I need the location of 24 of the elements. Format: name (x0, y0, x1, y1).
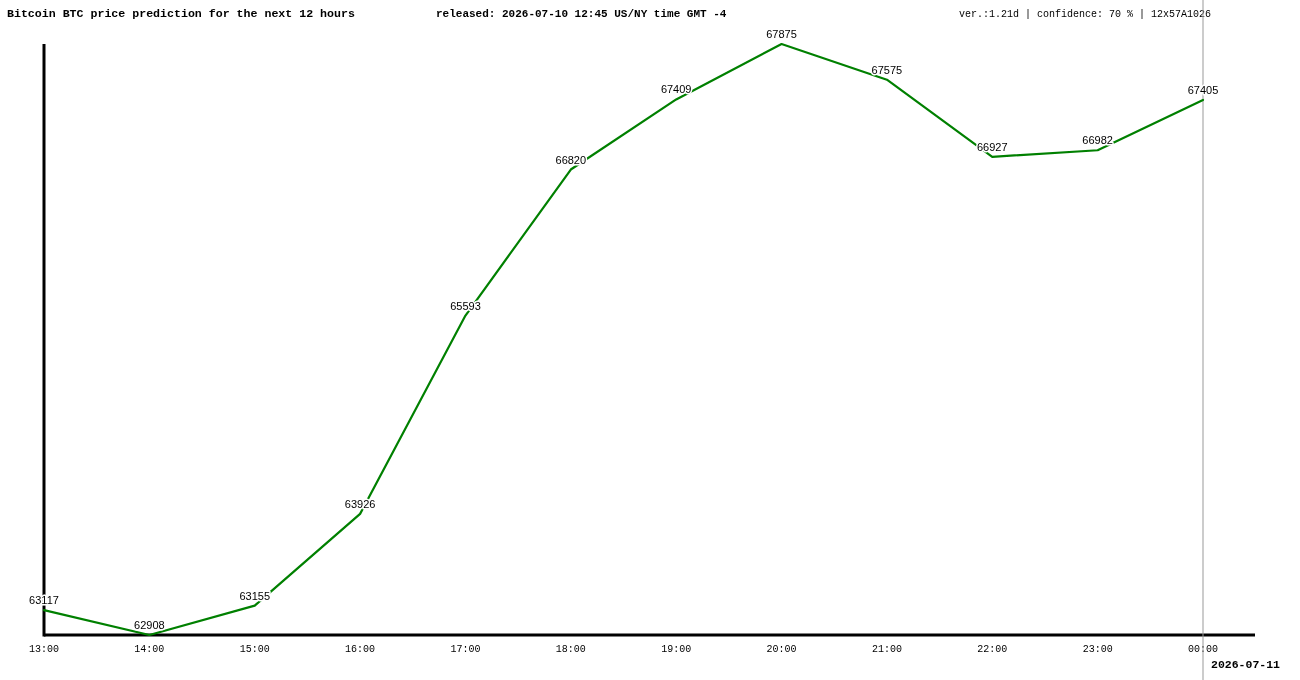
x-tick-label: 16:00 (345, 644, 376, 655)
ref-line-label: 2026-07-11 (1211, 658, 1281, 671)
x-tick-label: 13:00 (28, 644, 60, 655)
data-label: 66927 (976, 140, 1008, 153)
x-tick-label: 14:00 (134, 644, 165, 655)
x-tick-label: 20:00 (766, 644, 797, 655)
data-label: 66820 (555, 153, 587, 166)
x-tick-label: 17:00 (450, 644, 481, 655)
chart-subtitle: released: 2026-07-10 12:45 US/NY time GMT -4 (436, 8, 727, 20)
data-label: 67575 (871, 63, 903, 76)
x-tick-label: 22:00 (977, 644, 1008, 655)
data-label: 62908 (134, 619, 165, 631)
x-tick-label: 18:00 (555, 644, 586, 655)
data-label: 66982 (1082, 134, 1113, 147)
x-tick-label: 23:00 (1082, 644, 1113, 655)
data-label: 67875 (766, 28, 797, 40)
x-tick-label: 19:00 (661, 644, 692, 655)
data-label: 67409 (660, 83, 692, 96)
x-tick-label: 15:00 (239, 644, 270, 655)
x-tick-label: 00:00 (1187, 644, 1219, 655)
chart-title: Bitcoin BTC price prediction for the next 12 hours (7, 7, 355, 20)
data-label: 67405 (1187, 83, 1219, 96)
text: ver.:1.21d | confidence: 70 % | 12x57A1026 (958, 9, 1211, 20)
x-tick-label: 21:00 (871, 644, 902, 655)
